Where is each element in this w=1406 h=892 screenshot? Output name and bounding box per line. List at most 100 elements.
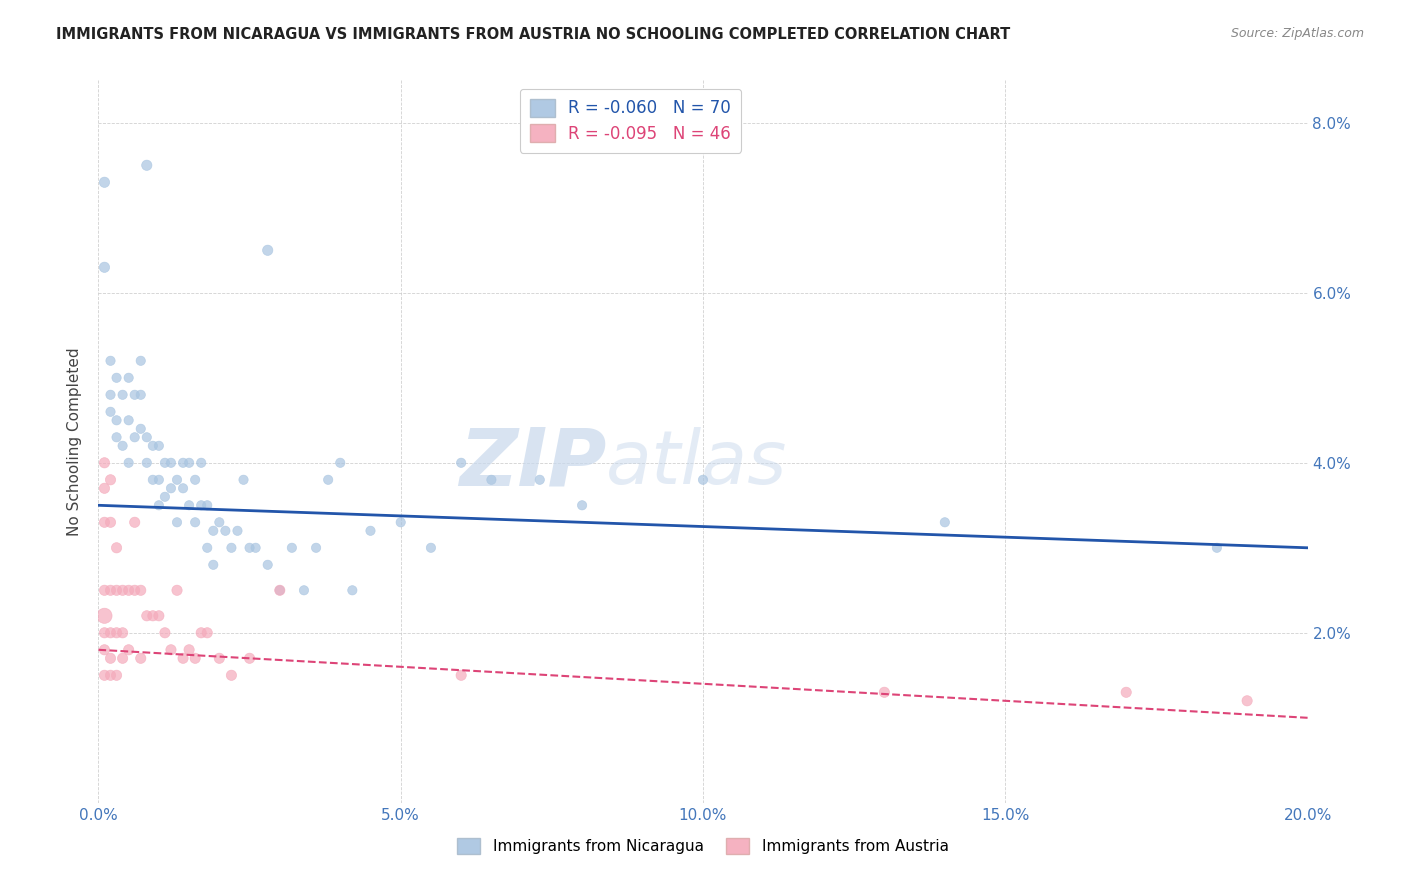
Point [184,516,207,530]
Point [281,541,304,555]
Text: IMMIGRANTS FROM NICARAGUA VS IMMIGRANTS FROM AUSTRIA NO SCHOOLING COMPLETED CORR: IMMIGRANTS FROM NICARAGUA VS IMMIGRANTS … [56,27,1011,42]
Point [420,541,443,555]
Point [153,456,176,470]
Point [529,473,551,487]
Point [111,388,134,402]
Point [172,456,194,470]
Point [118,642,141,657]
Point [571,498,593,512]
Point [124,430,146,444]
Point [118,456,141,470]
Point [214,524,236,538]
Point [93,583,115,598]
Point [221,541,243,555]
Point [360,524,382,538]
Point [118,413,141,427]
Point [239,651,262,665]
Point [292,583,315,598]
Point [148,498,170,512]
Text: ZIP: ZIP [458,425,606,502]
Point [105,413,128,427]
Point [148,608,170,623]
Point [208,516,231,530]
Point [129,388,152,402]
Point [93,642,115,657]
Point [166,516,188,530]
Point [135,608,157,623]
Point [129,353,152,368]
Point [153,490,176,504]
Point [934,516,956,530]
Point [93,175,115,189]
Point [124,516,146,530]
Point [221,668,243,682]
Point [100,668,122,682]
Y-axis label: No Schooling Completed: No Schooling Completed [67,347,83,536]
Point [100,388,122,402]
Point [342,583,364,598]
Point [305,541,328,555]
Point [142,473,165,487]
Point [172,651,194,665]
Point [148,439,170,453]
Point [226,524,249,538]
Point [160,642,183,657]
Point [100,625,122,640]
Point [208,651,231,665]
Point [135,430,157,444]
Point [450,668,472,682]
Point [160,456,183,470]
Point [190,456,212,470]
Point [111,439,134,453]
Point [93,516,115,530]
Point [450,456,472,470]
Legend: Immigrants from Nicaragua, Immigrants from Austria: Immigrants from Nicaragua, Immigrants fr… [451,832,955,860]
Point [124,388,146,402]
Point [1206,541,1229,555]
Point [316,473,339,487]
Point [129,422,152,436]
Point [190,625,212,640]
Point [179,456,201,470]
Point [111,583,134,598]
Point [93,456,115,470]
Point [135,158,157,172]
Text: atlas: atlas [606,427,787,500]
Point [172,481,194,495]
Point [195,498,218,512]
Point [100,405,122,419]
Point [269,583,291,598]
Point [256,244,278,258]
Point [692,473,714,487]
Point [256,558,278,572]
Point [100,516,122,530]
Point [129,651,152,665]
Point [329,456,352,470]
Point [93,625,115,640]
Point [105,371,128,385]
Point [179,642,201,657]
Point [148,473,170,487]
Point [93,668,115,682]
Point [118,583,141,598]
Point [184,651,207,665]
Point [105,625,128,640]
Point [481,473,503,487]
Point [166,583,188,598]
Point [184,473,207,487]
Point [135,456,157,470]
Point [179,498,201,512]
Point [160,481,183,495]
Point [1236,694,1258,708]
Point [202,558,225,572]
Point [1115,685,1137,699]
Point [142,608,165,623]
Point [245,541,267,555]
Point [195,541,218,555]
Point [190,498,212,512]
Point [111,651,134,665]
Point [100,353,122,368]
Point [239,541,262,555]
Point [195,625,218,640]
Point [93,608,115,623]
